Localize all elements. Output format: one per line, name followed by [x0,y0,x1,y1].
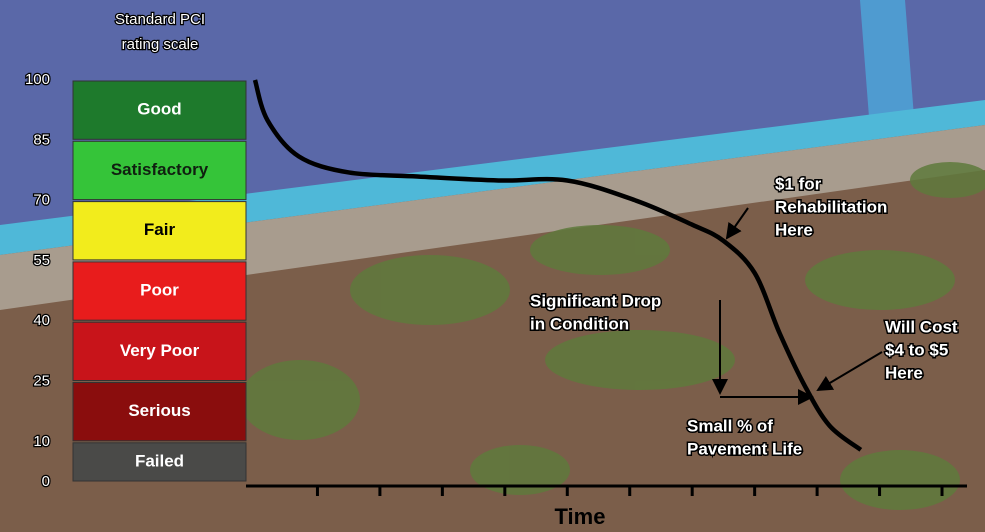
y-tick-label: 70 [33,192,50,209]
annotation: $1 for [775,174,822,193]
annotation: Significant Drop [530,291,661,310]
annotation: Here [775,220,813,239]
annotation: Rehabilitation [775,197,887,216]
y-tick-label: 85 [33,131,50,148]
y-tick-label: 40 [33,312,50,329]
y-tick-label: 10 [33,433,50,450]
y-tick-label: 55 [33,252,50,269]
annotation: Small % of [687,416,773,435]
annotation: in Condition [530,314,629,333]
y-tick-label: 100 [25,71,50,88]
chart: Standard PCI rating scale Time Good Satis… [0,0,985,532]
scale-title: rating scale [122,36,199,53]
rating-label: Failed [135,451,184,470]
annotation: Pavement Life [687,439,802,458]
y-tick-label: 0 [42,473,50,490]
scale-title: Standard PCI [115,11,205,28]
rating-label: Satisfactory [111,160,209,179]
annotation: $4 to $5 [885,340,948,359]
annotation: Will Cost [885,317,958,336]
rating-label: Fair [144,220,176,239]
rating-label: Very Poor [120,341,200,360]
rating-label: Good [137,100,181,119]
x-axis-label: Time [555,504,606,529]
rating-label: Serious [128,401,190,420]
y-tick-label: 25 [33,372,50,389]
annotation: Here [885,363,923,382]
rating-label: Poor [140,281,179,300]
